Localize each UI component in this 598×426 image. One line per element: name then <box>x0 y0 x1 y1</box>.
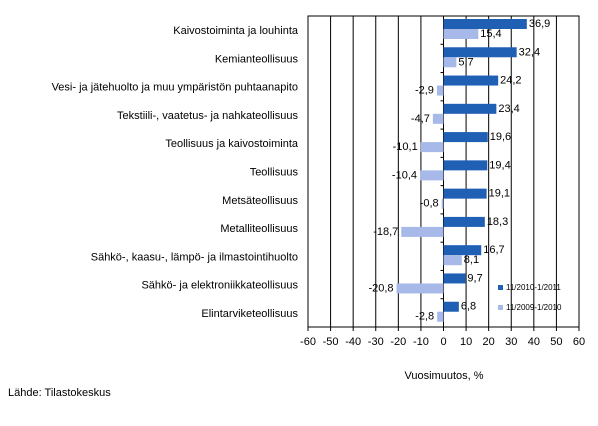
category-label: Tekstiili-, vaatetus- ja nahkateollisuus <box>117 110 298 122</box>
category-label: Vesi- ja jätehuolto ja muu ympäristön pu… <box>52 82 298 94</box>
data-label: 32,4 <box>519 46 540 58</box>
bar-series-1 <box>443 132 488 143</box>
bar-series-1 <box>443 103 497 114</box>
data-label: 8,1 <box>464 254 479 266</box>
data-label: 9,7 <box>467 272 482 284</box>
legend-label: 11/2009-1/2010 <box>506 303 562 312</box>
bar-series-1 <box>443 47 517 58</box>
x-tick-label: 40 <box>528 336 540 348</box>
x-tick-label: -60 <box>300 336 316 348</box>
bar-series-1 <box>443 19 527 29</box>
data-label: -10,4 <box>392 169 417 181</box>
data-label: 36,9 <box>529 18 550 30</box>
x-axis-title: Vuosimuutos, % <box>404 370 483 382</box>
bar-series-1 <box>443 188 487 199</box>
x-tick-label: 60 <box>573 336 585 348</box>
bar-series-1 <box>443 245 482 256</box>
category-label: Kaivostoiminta ja louhinta <box>173 25 299 37</box>
legend-swatch <box>498 305 503 310</box>
data-label: 6,8 <box>461 301 476 313</box>
x-tick-label: 0 <box>440 336 446 348</box>
data-label: -10,1 <box>393 141 418 153</box>
data-label: -0,8 <box>420 198 439 210</box>
bar-series-1 <box>443 301 459 312</box>
data-label: -2,9 <box>415 85 434 97</box>
x-tick-label: 10 <box>460 336 472 348</box>
bar-series-2 <box>436 85 444 96</box>
bar-series-1 <box>443 216 485 227</box>
data-label: 19,1 <box>489 188 510 200</box>
category-label: Kemianteollisuus <box>215 53 299 65</box>
x-tick-label: 20 <box>483 336 495 348</box>
data-label: 18,3 <box>487 216 508 228</box>
category-label: Teollisuus <box>250 167 299 179</box>
category-label: Elintarviketeollisuus <box>201 308 298 320</box>
category-label: Metalliteollisuus <box>220 223 298 235</box>
category-label: Sähkö-, kaasu-, lämpö- ja ilmastointihuo… <box>91 251 298 263</box>
bar-series-2 <box>420 142 444 153</box>
bar-series-2 <box>401 226 444 237</box>
x-tick-label: -30 <box>368 336 384 348</box>
category-label: Teollisuus ja kaivostoiminta <box>165 138 299 150</box>
legend-label: 11/2010-1/2011 <box>506 283 561 292</box>
x-tick-label: 30 <box>505 336 517 348</box>
bar-series-2 <box>443 29 479 39</box>
bar-series-2 <box>443 255 462 266</box>
bar-series-2 <box>443 57 457 68</box>
data-label: -2,8 <box>415 311 434 323</box>
x-tick-label: -10 <box>413 336 429 348</box>
data-label: 5,7 <box>458 56 473 68</box>
data-label: 15,4 <box>480 28 501 40</box>
bar-series-1 <box>443 75 499 86</box>
data-label: 24,2 <box>500 75 521 87</box>
bar-series-2 <box>441 198 444 209</box>
x-tick-label: 50 <box>550 336 562 348</box>
bar-series-2 <box>420 170 444 181</box>
bar-series-2 <box>437 311 444 322</box>
data-label: -20,8 <box>368 282 393 294</box>
category-label: Metsäteollisuus <box>222 195 298 207</box>
data-label: 23,4 <box>498 103 519 115</box>
x-tick-label: -50 <box>323 336 339 348</box>
category-label: Sähkö- ja elektroniikkateollisuus <box>141 280 298 292</box>
source-note: Lähde: Tilastokeskus <box>8 387 111 399</box>
data-label: 19,6 <box>490 131 511 143</box>
bar-series-2 <box>396 283 444 294</box>
data-label: -4,7 <box>411 113 430 125</box>
x-tick-label: -20 <box>390 336 406 348</box>
bar-series-2 <box>432 113 444 124</box>
data-label: 16,7 <box>483 244 504 256</box>
data-label: -18,7 <box>373 226 398 238</box>
data-label: 19,4 <box>489 159 510 171</box>
legend-swatch <box>498 285 503 290</box>
bar-series-1 <box>443 160 488 171</box>
bar-series-1 <box>443 273 466 284</box>
x-tick-label: -40 <box>345 336 361 348</box>
